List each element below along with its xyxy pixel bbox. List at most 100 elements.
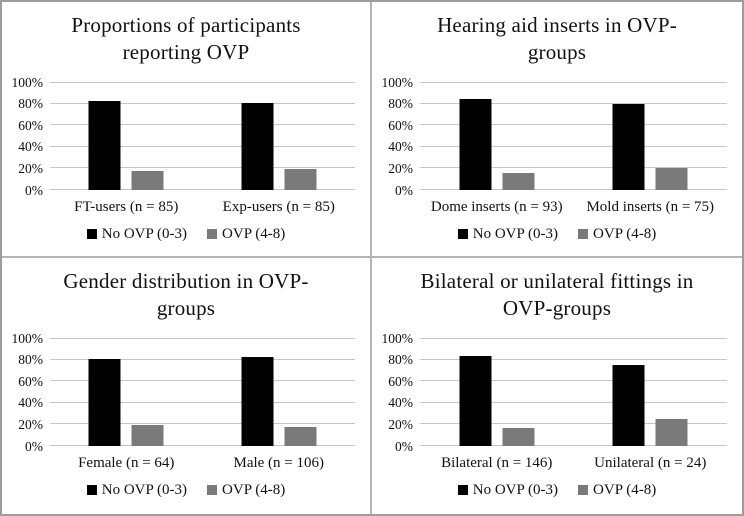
y-axis-tick-label: 40%	[388, 395, 413, 411]
plot-area	[50, 82, 355, 190]
legend-swatch-icon	[86, 229, 97, 239]
legend-label: No OVP (0-3)	[101, 482, 188, 498]
legend-label: OVP (4-8)	[593, 482, 657, 498]
y-axis: 0% 20% 40% 60% 80% 100%	[2, 75, 50, 196]
y-axis-tick-label: 20%	[18, 160, 43, 176]
legend-label: No OVP (0-3)	[472, 482, 559, 498]
bar-no-ovp	[459, 99, 492, 190]
bar-ovp	[131, 425, 164, 446]
gridline	[420, 401, 727, 403]
bar-no-ovp	[241, 357, 274, 446]
category-label: Female (n = 64)	[78, 455, 175, 471]
bar-ovp	[655, 419, 688, 446]
legend: No OVP (0-3) OVP (4-8)	[2, 225, 370, 243]
legend-item: No OVP (0-3)	[457, 481, 559, 499]
chart-title: Gender distribution in OVP-groups	[2, 268, 370, 328]
legend-item: No OVP (0-3)	[86, 225, 188, 243]
legend-item: No OVP (0-3)	[86, 481, 188, 499]
chart-panel: Hearing aid inserts in OVP-groups 0% 20% 4…	[372, 2, 742, 258]
legend-item: OVP (4-8)	[578, 481, 656, 499]
y-axis: 0% 20% 40% 60% 80% 100%	[372, 75, 420, 196]
bar-group	[241, 82, 317, 190]
y-axis-tick-label: 0%	[25, 438, 43, 454]
legend-swatch-icon	[207, 485, 218, 495]
category-label: Unilateral (n = 24)	[594, 455, 707, 471]
y-axis-tick-label: 60%	[18, 373, 43, 389]
chart-title-line: Hearing aid inserts in OVP-	[437, 13, 677, 37]
chart-title-line: Proportions of participants	[71, 13, 301, 37]
gridline	[420, 380, 727, 382]
chart-plot-row: 0% 20% 40% 60% 80% 100%	[372, 75, 742, 196]
gridline	[50, 124, 355, 126]
bar-ovp	[131, 170, 164, 190]
y-axis-tick-label: 0%	[25, 182, 43, 198]
bar-ovp	[284, 426, 317, 446]
chart-title: Bilateral or unilateral fittings in OVP-g…	[372, 268, 742, 328]
bar-no-ovp	[88, 101, 121, 190]
legend-label: No OVP (0-3)	[472, 226, 559, 242]
gridline	[420, 167, 727, 169]
y-axis-tick-label: 60%	[388, 373, 413, 389]
gridline	[50, 167, 355, 169]
gridline	[50, 401, 355, 403]
legend-swatch-icon	[578, 485, 589, 495]
y-axis: 0% 20% 40% 60% 80% 100%	[2, 331, 50, 452]
category-label: Mold inserts (n = 75)	[586, 199, 715, 215]
bar-group	[612, 82, 688, 190]
y-axis-tick-label: 20%	[388, 160, 413, 176]
x-axis-category-labels: Dome inserts (n = 93) Mold inserts (n = 7…	[420, 198, 727, 216]
bar-group	[88, 338, 164, 446]
chart-panel: Gender distribution in OVP-groups 0% 20% 4…	[2, 258, 372, 514]
legend: No OVP (0-3) OVP (4-8)	[372, 225, 742, 243]
y-axis-tick-label: 40%	[18, 139, 43, 155]
legend-swatch-icon	[578, 229, 589, 239]
y-axis-tick-label: 20%	[18, 416, 43, 432]
y-axis-tick-label: 60%	[388, 117, 413, 133]
bar-group	[241, 338, 317, 446]
chart-title-line: groups	[156, 296, 216, 320]
legend-item: OVP (4-8)	[207, 481, 285, 499]
legend-label: No OVP (0-3)	[101, 226, 188, 242]
x-axis-category-labels: Bilateral (n = 146) Unilateral (n = 24)	[420, 454, 727, 472]
bar-no-ovp	[88, 358, 121, 446]
gridline	[50, 423, 355, 425]
chart-title: Proportions of participants reporting OVP	[2, 12, 370, 72]
chart-title-line: groups	[527, 40, 587, 64]
y-axis-tick-label: 100%	[381, 330, 414, 346]
plot-area	[420, 338, 727, 446]
gridline	[50, 145, 355, 147]
y-axis-tick-label: 100%	[381, 74, 414, 90]
chart-title-line: Gender distribution in OVP-	[63, 269, 309, 293]
y-axis-tick-label: 80%	[18, 351, 43, 367]
category-label: FT-users (n = 85)	[74, 199, 179, 215]
legend: No OVP (0-3) OVP (4-8)	[2, 481, 370, 499]
category-label: Bilateral (n = 146)	[441, 455, 553, 471]
bar-no-ovp	[612, 103, 645, 190]
legend: No OVP (0-3) OVP (4-8)	[372, 481, 742, 499]
y-axis-tick-label: 40%	[388, 139, 413, 155]
gridline	[50, 189, 355, 190]
y-axis-tick-label: 80%	[388, 351, 413, 367]
bar-ovp	[655, 168, 688, 190]
x-axis-category-labels: Female (n = 64) Male (n = 106)	[50, 454, 355, 472]
gridline	[420, 358, 727, 360]
y-axis-tick-label: 0%	[395, 438, 413, 454]
gridline	[420, 423, 727, 425]
chart-plot-row: 0% 20% 40% 60% 80% 100%	[372, 331, 742, 452]
gridline	[420, 189, 727, 190]
gridline	[420, 145, 727, 147]
bar-ovp	[502, 427, 535, 446]
chart-title-line: reporting OVP	[122, 40, 250, 64]
gridline	[420, 82, 727, 83]
bar-no-ovp	[241, 102, 274, 190]
y-axis-tick-label: 100%	[11, 330, 44, 346]
legend-label: OVP (4-8)	[222, 226, 286, 242]
chart-plot-row: 0% 20% 40% 60% 80% 100%	[2, 75, 370, 196]
legend-swatch-icon	[457, 229, 468, 239]
bar-no-ovp	[459, 356, 492, 446]
chart-title-line: OVP-groups	[502, 296, 612, 320]
category-label: Exp-users (n = 85)	[222, 199, 335, 215]
bar-group	[459, 338, 535, 446]
bar-ovp	[502, 172, 535, 190]
